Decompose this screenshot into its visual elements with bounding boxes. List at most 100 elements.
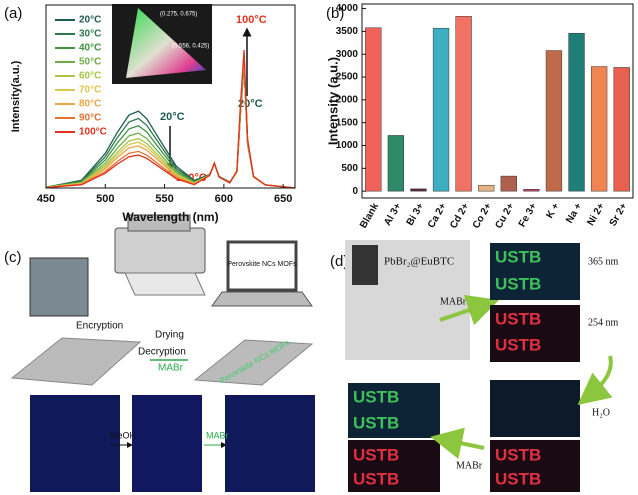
panel-label: (b) (326, 5, 344, 22)
bar (590, 66, 608, 192)
bar (365, 27, 382, 192)
panel-label: (d) (330, 253, 348, 270)
plot-frame (361, 3, 634, 199)
x-tick-label: 500 (96, 193, 114, 205)
legend-label: 30°C (79, 29, 101, 40)
photo (490, 305, 580, 362)
paper (10, 337, 142, 386)
photo-text: USTB (495, 469, 541, 488)
legend-label: 80°C (79, 99, 101, 110)
panel-label: (a) (4, 5, 22, 22)
printer-tray (127, 214, 191, 232)
x-tick-label: Cd 2+ (448, 201, 471, 230)
x-tick-label: 450 (37, 193, 55, 205)
laptop-text: Perovskite NCs MOFs (227, 261, 297, 268)
x-axis-label: Wavelength (nm) (122, 210, 218, 224)
uv-label: 365 nm (588, 256, 619, 267)
photo-text: USTB (495, 247, 541, 266)
photo (29, 257, 89, 317)
photo-text: USTB (353, 469, 399, 488)
panel-c: Perovskite NCs MOFs Encryption Drying De… (10, 214, 315, 492)
bar (455, 16, 472, 192)
annotation: 20°C (160, 111, 185, 123)
y-tick-label: 2500 (336, 72, 359, 83)
bar (613, 67, 630, 192)
wash: MeOH (110, 430, 136, 440)
bar (478, 184, 495, 192)
x-tick-label: Bi 3+ (405, 201, 427, 228)
x-tick-label: 650 (274, 193, 292, 205)
y-axis-label: Intensity (a.u.) (325, 57, 340, 145)
arrow (430, 427, 485, 459)
x-tick-label: 600 (215, 193, 233, 205)
photo (348, 383, 440, 438)
bar (545, 50, 563, 192)
annotation: 20°C (238, 98, 263, 110)
vial (352, 245, 378, 285)
x-tick-label: K + (544, 201, 562, 220)
inset-label: (0.556, 0.425) (172, 44, 209, 50)
y-tick-label: 500 (341, 163, 358, 174)
legend-label: 20°C (79, 15, 101, 26)
photo (30, 395, 120, 492)
photo (490, 440, 580, 492)
y-tick-label: 3000 (336, 49, 359, 60)
y-tick-label: 3500 (336, 26, 359, 37)
legend-label: 70°C (79, 85, 101, 96)
x-tick-label: Fe 3+ (517, 201, 540, 229)
x-tick-label: Co 2+ (471, 201, 494, 230)
x-tick-label: Ni 2+ (585, 201, 607, 228)
photo-text: USTB (353, 387, 399, 406)
plot-frame (45, 4, 296, 189)
photo (490, 243, 580, 300)
arrow (439, 295, 500, 326)
bar (523, 189, 540, 192)
laptop-base (211, 291, 313, 307)
annotation: 100°C (236, 14, 267, 26)
legend-label: 90°C (79, 113, 101, 124)
x-tick-label: Sr 2+ (608, 201, 630, 228)
x-tick-label: Al 3+ (382, 201, 404, 228)
legend-label: 60°C (79, 71, 101, 82)
step: Drying (155, 330, 184, 341)
reagent: MABr (440, 296, 467, 307)
x-tick-label: Ca 2+ (426, 201, 449, 230)
sample: PbBr₂@EuBTC (384, 256, 454, 268)
reagent: MABr (206, 430, 229, 440)
photo-text: USTB (495, 335, 541, 354)
y-tick-label: 2000 (336, 94, 359, 105)
arrow (577, 355, 613, 405)
inset-label: (0.275, 0.675) (160, 12, 197, 18)
reagent: MABr (158, 363, 184, 374)
laptop-screen (226, 240, 298, 292)
y-axis-label: Intensity(a.u.) (10, 60, 22, 132)
reagent: MABr (456, 460, 483, 471)
photo-text: USTB (495, 445, 541, 464)
x-tick-label: Blank (358, 201, 381, 230)
photo (225, 395, 315, 492)
bar (568, 32, 585, 192)
cie-inset: (0.275, 0.675) (0.556, 0.425) (112, 4, 212, 84)
y-tick-label: 0 (352, 186, 358, 197)
bar (410, 188, 427, 192)
step: Decryption (138, 347, 186, 358)
panel-label: (c) (4, 249, 22, 266)
photo (490, 380, 580, 437)
x-tick-label: Na + (564, 201, 584, 225)
legend-label: 40°C (79, 43, 101, 54)
legend-label: 50°C (79, 57, 101, 68)
photo-text: USTB (353, 445, 399, 464)
photo-text: USTB (495, 309, 541, 328)
bar (432, 27, 450, 192)
photo (132, 395, 202, 492)
spectrum-line (45, 49, 296, 189)
paper (193, 339, 314, 386)
photo-text: USTB (353, 413, 399, 432)
y-tick-label: 4000 (336, 3, 359, 14)
printer-paper (124, 272, 206, 296)
y-tick-label: 1000 (336, 140, 359, 151)
panel-d: PbBr₂@EuBTC MABr USTB USTB USTB USTB UST… (345, 240, 619, 492)
